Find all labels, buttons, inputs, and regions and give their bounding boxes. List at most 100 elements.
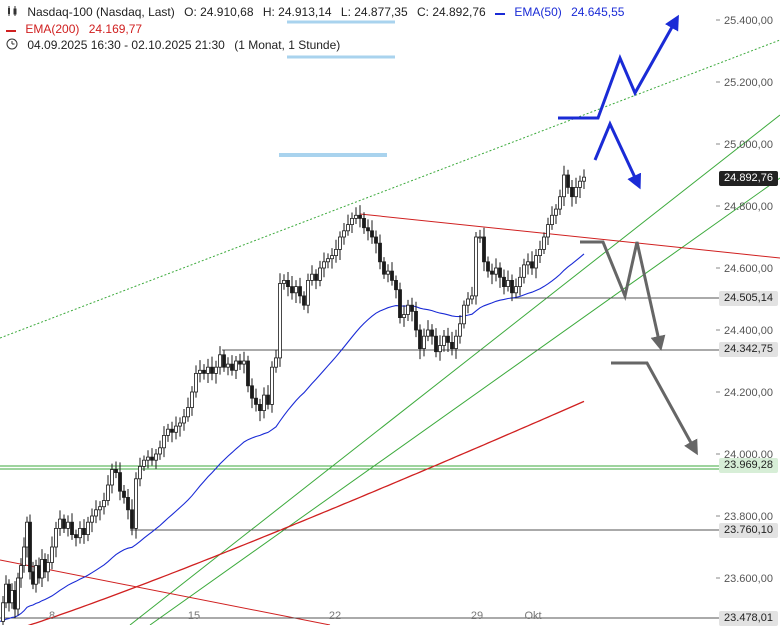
ema200-value: 24.169,77 (88, 22, 143, 36)
candle (74, 529, 78, 547)
candle (16, 572, 20, 616)
candle-body (510, 279, 514, 294)
candle-body (566, 174, 570, 188)
candle (154, 449, 158, 469)
candle-body (146, 456, 150, 461)
candle-body (310, 273, 314, 281)
candle-body (186, 407, 190, 418)
candle (578, 175, 582, 198)
candle-body (274, 357, 278, 368)
candle (522, 258, 526, 284)
channel-line-lower (149, 177, 780, 625)
candle (126, 489, 130, 520)
candle-body (446, 335, 450, 343)
support-line-old (0, 559, 331, 625)
candle (526, 253, 530, 275)
candle-body (346, 224, 350, 232)
candle-body (318, 267, 322, 281)
candle (66, 515, 70, 537)
candle (582, 169, 586, 189)
candle-body (74, 534, 78, 539)
header-row-ohlc: Nasdaq-100 (Nasdaq, Last) O: 24.910,68 H… (6, 3, 636, 22)
candle-body (530, 261, 534, 269)
candle-body (578, 180, 582, 188)
candle-body (342, 230, 346, 238)
candle (314, 269, 318, 290)
candle (214, 360, 218, 384)
candle (78, 521, 82, 544)
candle-body (28, 521, 32, 573)
y-tick-label: 25.000,00 (724, 139, 773, 151)
candle (454, 329, 458, 359)
candle (158, 440, 162, 460)
candle-body (50, 546, 54, 563)
candle-body (7, 583, 11, 604)
clock-icon (6, 37, 18, 55)
candle (458, 315, 462, 344)
candle-body (550, 214, 554, 226)
high-value: H: 24.913,14 (262, 5, 332, 19)
ema50-value: 24.645,55 (571, 5, 625, 19)
candle-body (246, 360, 250, 387)
candle-body (66, 521, 70, 529)
candle-body (162, 434, 166, 449)
level-label-3: 23.969,28 (719, 458, 778, 473)
candle-body (126, 496, 130, 511)
candle-body (98, 506, 102, 511)
candle-body (442, 335, 446, 346)
ema50-legend: EMA(50) 24.645,55 (495, 5, 630, 19)
candle-body (118, 472, 122, 492)
candle-body (222, 354, 226, 368)
candle (178, 417, 182, 437)
candle-body (366, 227, 370, 232)
candle (422, 328, 426, 357)
candle-body (562, 174, 566, 198)
candle (570, 179, 574, 207)
candle-body (40, 559, 44, 579)
candle-body (494, 267, 498, 275)
candle (394, 275, 398, 299)
candle-body (158, 447, 162, 455)
candle-body (122, 490, 126, 498)
candle (498, 262, 502, 288)
y-tick-label: 23.800,00 (724, 511, 773, 523)
candle (438, 335, 442, 361)
candle-body (514, 286, 518, 294)
candle-body (106, 484, 110, 501)
candle (206, 358, 210, 384)
candle-body (426, 329, 430, 337)
candle (502, 269, 506, 295)
candle-body (522, 264, 526, 278)
channel-line-upper (129, 114, 780, 625)
candle (43, 553, 47, 578)
header-row-ema200: EMA(200) 24.169,77 (6, 20, 154, 39)
y-tick-label: 25.200,00 (724, 77, 773, 89)
candle-body (1, 602, 5, 622)
candle-body (390, 270, 394, 281)
candle (574, 177, 578, 204)
x-tick-label: 22 (329, 610, 341, 622)
candle-body (502, 276, 506, 287)
candle (262, 387, 266, 419)
candle (374, 230, 378, 254)
candle-body (526, 261, 530, 266)
candle (530, 251, 534, 275)
candle-body (174, 425, 178, 433)
candle-body (358, 214, 362, 219)
candle (334, 239, 338, 263)
low-value: L: 24.877,35 (340, 5, 408, 19)
candle (466, 292, 470, 314)
candle (162, 426, 166, 458)
candle (202, 364, 206, 380)
candle (210, 356, 214, 381)
ema200-legend: EMA(200) 24.169,77 (6, 22, 148, 36)
candle-body (294, 286, 298, 294)
candle-body (226, 363, 230, 368)
candle-body (170, 428, 174, 433)
candle (174, 416, 178, 440)
candle-body (490, 270, 494, 275)
candle-body (478, 236, 482, 239)
candle (4, 575, 8, 609)
candle-body (230, 363, 234, 371)
